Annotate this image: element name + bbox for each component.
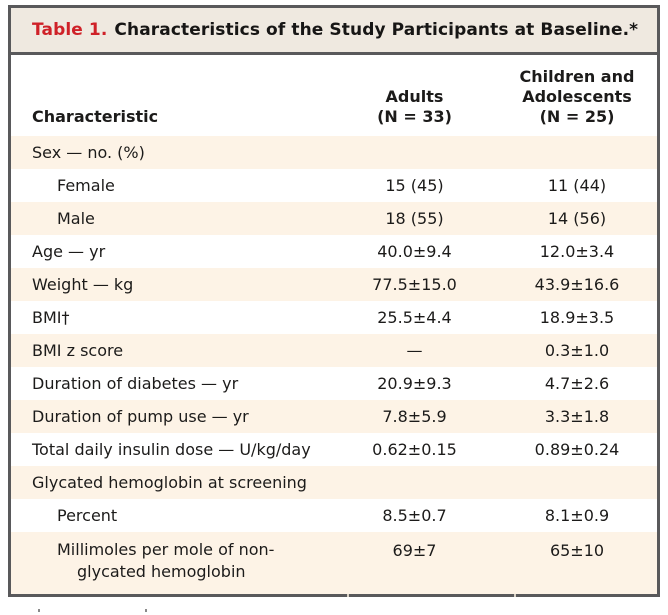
table-row-weight: Weight — kg 77.5±15.0 43.9±16.6 xyxy=(11,268,657,301)
table-row-male: Male 18 (55) 14 (56) xyxy=(11,202,657,235)
column-header-adults: Adults (N = 33) xyxy=(377,87,452,126)
column-header-characteristic: Characteristic xyxy=(32,107,159,126)
table-row-female: Female 15 (45) 11 (44) xyxy=(57,175,607,196)
table-row-insulin-dose: Total daily insulin dose — U/kg/day 0.62… xyxy=(32,439,620,460)
column-divider-tick xyxy=(514,594,516,597)
column-header-children: Children and Adolescents (N = 25) xyxy=(519,67,635,126)
table-row-bmi-z-score: BMI z score — 0.3±1.0 xyxy=(11,334,657,367)
table-row-duration-diabetes: Duration of diabetes — yr 20.9±9.3 4.7±2… xyxy=(32,373,610,394)
footnote-text-clipped xyxy=(0,606,668,615)
table-row-glycated-hemoglobin: Glycated hemoglobin at screening xyxy=(11,466,657,499)
table-row-duration-pump-use: Duration of pump use — yr 7.8±5.9 3.3±1.… xyxy=(11,400,657,433)
table-row-age: Age — yr 40.0±9.4 12.0±3.4 xyxy=(32,241,615,262)
table-title-bar: Table 1. Characteristics of the Study Pa… xyxy=(11,8,657,55)
column-divider-tick xyxy=(347,594,349,597)
table-title-text: Characteristics of the Study Participant… xyxy=(114,20,639,40)
table-number-label: Table 1. xyxy=(32,20,108,40)
baseline-characteristics-table: Table 1. Characteristics of the Study Pa… xyxy=(8,5,660,597)
table-row-percent: Percent 8.5±0.7 8.1±0.9 xyxy=(57,505,610,526)
table-row-millimoles: Millimoles per mole of non- glycated hem… xyxy=(11,532,657,594)
table-header-row: Characteristic Adults (N = 33) Children … xyxy=(11,55,657,136)
table-row-bmi: BMI† 25.5±4.4 18.9±3.5 xyxy=(32,307,615,328)
table-row-sex: Sex — no. (%) xyxy=(11,136,657,169)
